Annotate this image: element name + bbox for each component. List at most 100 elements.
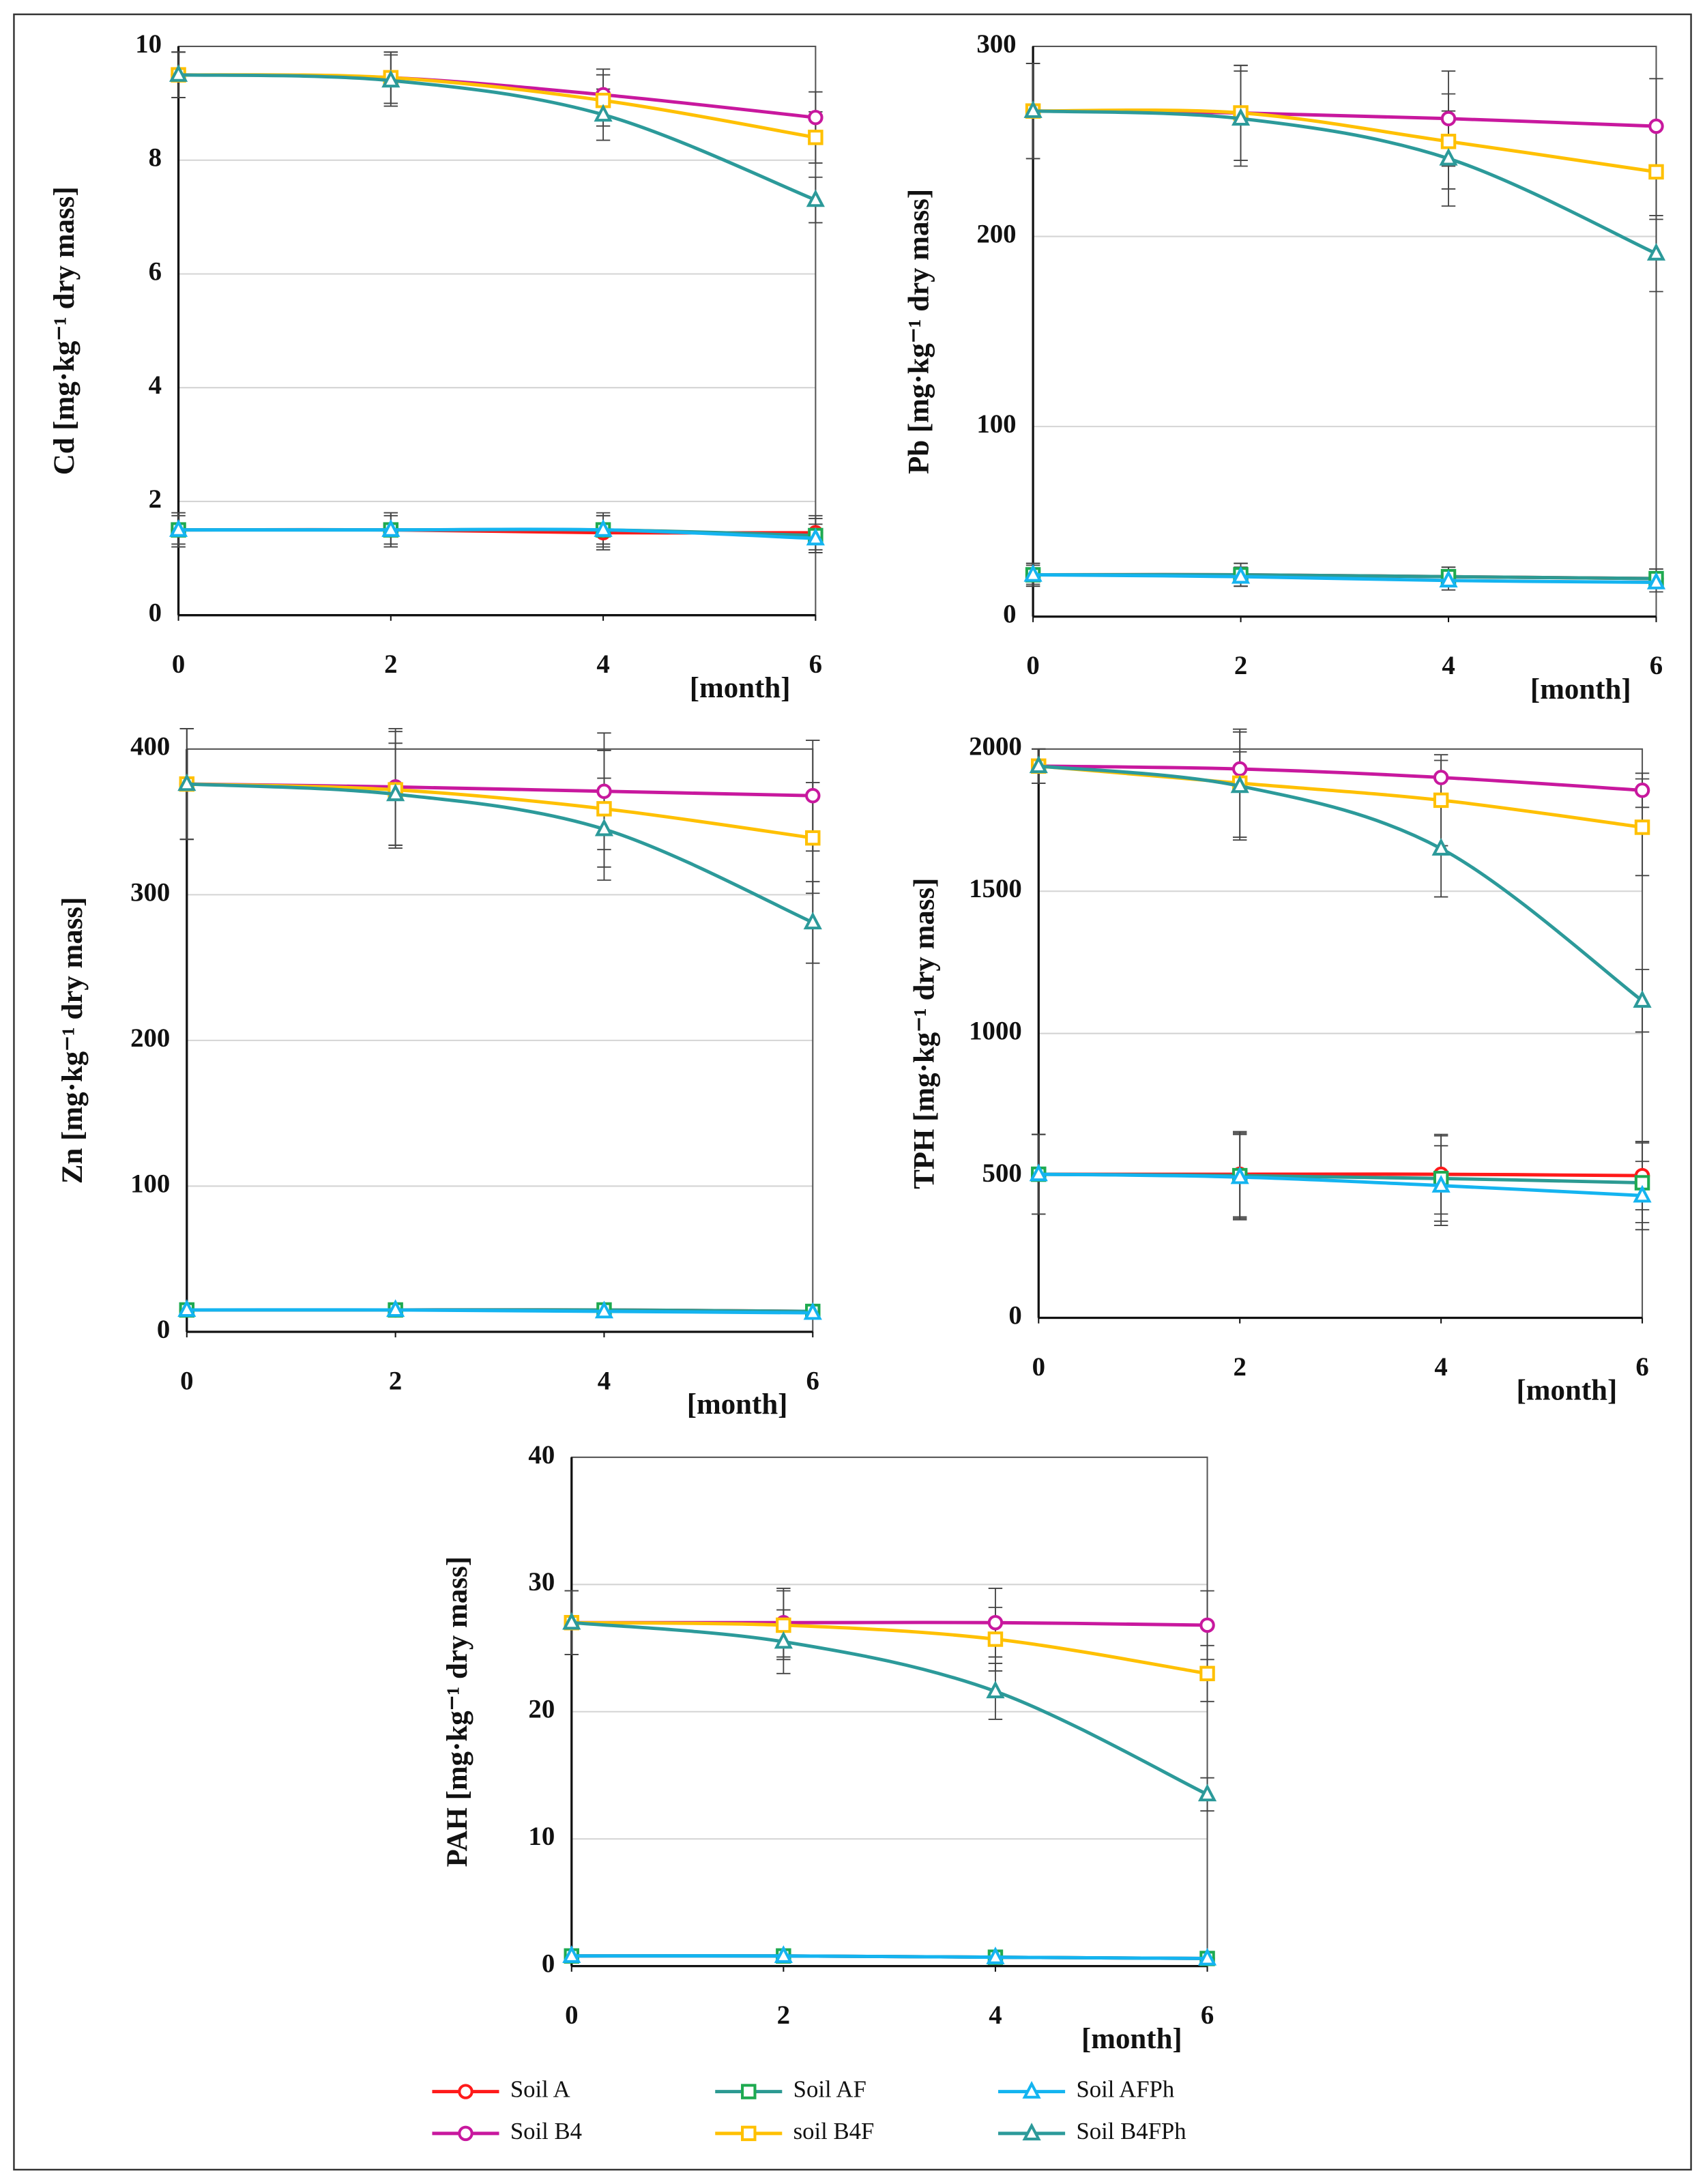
- marker: [1633, 990, 1652, 1008]
- marker: [741, 2084, 757, 2099]
- series-line: [1038, 1172, 1643, 1197]
- legend-label: Soil A: [510, 2076, 570, 2103]
- marker: [1022, 2080, 1041, 2099]
- series-line: [571, 1620, 1208, 1676]
- y-tick-label: 200: [976, 219, 1016, 248]
- marker: [1646, 571, 1666, 589]
- series-line: [1033, 108, 1657, 174]
- x-tick-label: 4: [1434, 1352, 1447, 1382]
- series-line: [186, 1308, 813, 1315]
- x-tick-label: 6: [1635, 1352, 1648, 1382]
- marker: [803, 1302, 822, 1320]
- series-line: [178, 73, 816, 119]
- legend-label: Soil B4FPh: [1076, 2118, 1186, 2144]
- marker: [987, 1631, 1004, 1647]
- marker: [381, 519, 400, 537]
- x-tick-label: 6: [1650, 651, 1663, 680]
- marker: [381, 70, 400, 88]
- marker: [386, 1299, 405, 1317]
- y-tick-label: 400: [130, 732, 170, 761]
- series-line: [1033, 572, 1657, 585]
- x-tick-label: 6: [809, 650, 822, 679]
- marker: [1634, 819, 1650, 835]
- y-tick-label: 1000: [969, 1017, 1022, 1046]
- marker: [1197, 1783, 1217, 1802]
- x-tick-label: 2: [1234, 1352, 1247, 1382]
- marker: [594, 818, 614, 836]
- y-tick-label: 8: [149, 143, 162, 173]
- series-line: [1038, 764, 1643, 829]
- x-tick-label: 4: [596, 650, 609, 679]
- marker: [774, 1631, 793, 1649]
- y-tick-label: 10: [528, 1822, 555, 1851]
- y-tick-label: 100: [130, 1169, 170, 1198]
- x-tick-label: 4: [1442, 651, 1455, 680]
- marker: [1231, 108, 1251, 126]
- x-axis-label: [month]: [1516, 1375, 1617, 1407]
- marker: [1023, 100, 1043, 118]
- marker: [1440, 111, 1457, 127]
- y-tick-label: 10: [135, 29, 162, 59]
- marker: [1439, 570, 1458, 588]
- series-line: [178, 73, 817, 202]
- marker: [1439, 147, 1458, 166]
- x-axis-label: [month]: [1530, 673, 1631, 705]
- x-tick-label: 6: [1201, 2000, 1214, 2030]
- marker: [1230, 775, 1249, 793]
- y-tick-label: 300: [976, 29, 1016, 59]
- series-line: [571, 1620, 1208, 1796]
- x-tick-label: 2: [384, 650, 397, 679]
- series-line: [1038, 764, 1643, 792]
- x-tick-label: 2: [389, 1366, 402, 1395]
- x-tick-label: 4: [598, 1366, 611, 1395]
- legend: Soil A Soil AF Soil AFPh Soil B4 soil B4F Soi…: [432, 2076, 1186, 2144]
- marker: [1648, 118, 1664, 134]
- marker: [386, 783, 405, 802]
- y-tick-label: 30: [528, 1567, 555, 1597]
- y-tick-label: 40: [528, 1440, 555, 1470]
- y-tick-label: 0: [157, 1315, 170, 1344]
- marker: [986, 1946, 1005, 1964]
- chart: 0 100 200 300 0 2 4 6 [month] Pb [mg·kg⁻¹ dry mas…: [903, 29, 1666, 705]
- marker: [1022, 2123, 1041, 2141]
- marker: [805, 787, 821, 804]
- marker: [1199, 1617, 1215, 1633]
- series-line: [178, 527, 816, 540]
- x-tick-label: 4: [989, 2000, 1002, 2030]
- x-axis-label: [month]: [690, 672, 791, 704]
- x-tick-label: 2: [1234, 651, 1247, 680]
- marker: [458, 2125, 473, 2142]
- y-tick-label: 0: [1003, 600, 1016, 629]
- marker: [803, 912, 822, 930]
- x-tick-label: 0: [1032, 1352, 1045, 1382]
- legend-label: Soil B4: [510, 2118, 582, 2144]
- y-tick-label: 2: [149, 484, 162, 514]
- y-tick-label: 0: [1008, 1300, 1021, 1330]
- legend-label: Soil AF: [793, 2076, 866, 2103]
- marker: [1431, 838, 1451, 856]
- x-tick-label: 2: [777, 2000, 790, 2030]
- marker: [594, 519, 613, 537]
- y-axis-label: Pb [mg·kg⁻¹ dry mass]: [903, 189, 935, 474]
- legend-label: Soil AFPh: [1076, 2076, 1174, 2103]
- marker: [1029, 755, 1048, 774]
- marker: [1197, 1947, 1217, 1966]
- x-tick-label: 0: [1026, 651, 1039, 680]
- y-tick-label: 1500: [969, 874, 1022, 903]
- series-line: [571, 1954, 1208, 1960]
- y-tick-label: 300: [130, 877, 170, 907]
- marker: [562, 1945, 581, 1963]
- y-axis-label: Cd [mg·kg⁻¹ dry mass]: [48, 186, 81, 475]
- marker: [806, 527, 825, 546]
- y-tick-label: 500: [982, 1159, 1022, 1188]
- marker: [596, 783, 612, 800]
- y-tick-label: 2000: [969, 732, 1022, 761]
- marker: [1433, 770, 1449, 785]
- marker: [805, 830, 821, 846]
- x-tick-label: 6: [806, 1366, 819, 1395]
- marker: [1431, 1175, 1451, 1193]
- y-axis-label: TPH [mg·kg⁻¹ dry mass]: [909, 878, 941, 1189]
- figure-border: [13, 13, 1692, 2171]
- marker: [562, 1612, 581, 1630]
